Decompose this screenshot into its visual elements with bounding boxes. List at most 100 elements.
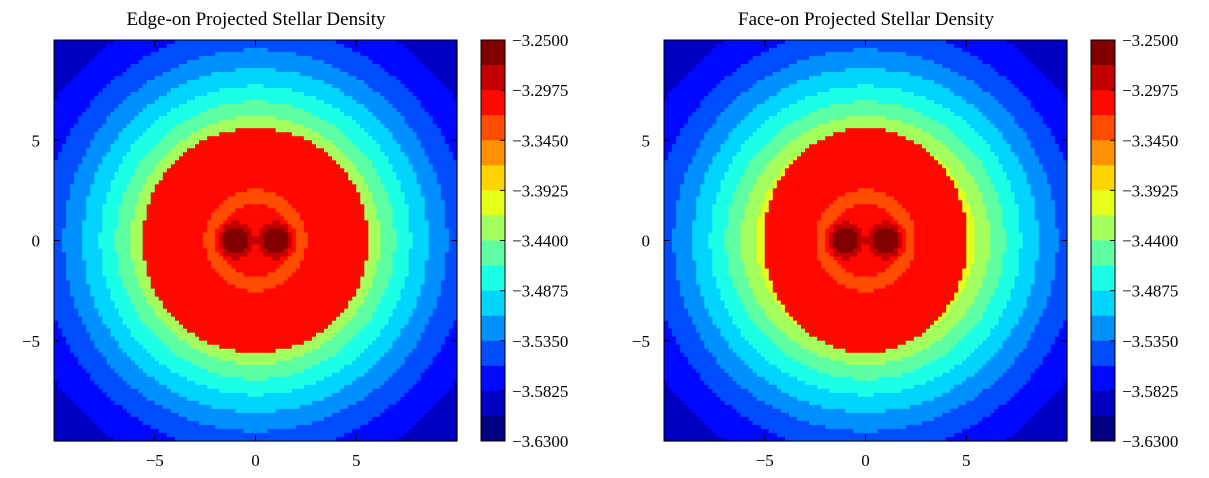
heatmap-cell [271, 64, 277, 69]
heatmap-cell [400, 232, 406, 238]
heatmap-cell [243, 116, 249, 121]
heatmap-cell [142, 132, 148, 137]
heatmap-cell [102, 152, 107, 157]
heatmap-cell [191, 196, 196, 201]
heatmap-cell [231, 100, 236, 105]
heatmap-cell [368, 88, 373, 93]
heatmap-cell [174, 144, 180, 149]
heatmap-cell [404, 208, 410, 214]
heatmap-cell [199, 140, 204, 145]
heatmap-cell [319, 108, 325, 113]
heatmap-cell [98, 148, 103, 153]
heatmap-cell [82, 120, 87, 125]
heatmap-cell [452, 212, 458, 218]
heatmap-cell [336, 96, 341, 101]
heatmap-cell [348, 220, 353, 226]
heatmap-cell [78, 184, 83, 189]
heatmap-cell [243, 68, 249, 73]
heatmap-cell [444, 84, 450, 89]
heatmap-cell [360, 192, 365, 197]
heatmap-cell [356, 72, 361, 77]
heatmap-cell [408, 184, 414, 189]
heatmap-cell [211, 144, 216, 149]
heatmap-cell [388, 48, 394, 53]
heatmap-cell [150, 68, 156, 73]
heatmap-cell [348, 96, 353, 101]
heatmap-cell [279, 228, 285, 234]
heatmap-cell [352, 88, 357, 93]
heatmap-cell [74, 176, 79, 181]
heatmap-cell [259, 68, 265, 73]
heatmap-cell [364, 132, 369, 137]
heatmap-cell [219, 104, 224, 109]
heatmap-cell [440, 108, 446, 113]
heatmap-cell [178, 104, 184, 109]
heatmap-cell [344, 112, 349, 117]
heatmap-cell [432, 224, 438, 230]
heatmap-cell [195, 192, 200, 197]
heatmap-cell [440, 44, 446, 49]
heatmap-cell [376, 128, 382, 133]
heatmap-cell [412, 100, 418, 105]
heatmap-cell [98, 72, 103, 77]
heatmap-cell [82, 196, 87, 201]
heatmap-cell [364, 192, 369, 197]
heatmap-cell [344, 92, 349, 97]
heatmap-cell [271, 96, 277, 101]
heatmap-cell [142, 220, 148, 226]
heatmap-cell [408, 112, 414, 117]
heatmap-cell [255, 116, 261, 121]
heatmap-cell [448, 72, 454, 77]
heatmap-cell [400, 92, 406, 97]
heatmap-cell [102, 80, 107, 85]
heatmap-cell [90, 64, 95, 69]
heatmap-cell [324, 96, 329, 101]
heatmap-cell [223, 92, 228, 97]
heatmap-cell [368, 124, 373, 129]
heatmap-cell [400, 120, 406, 125]
heatmap-cell [58, 112, 63, 117]
heatmap-cell [54, 204, 59, 210]
heatmap-cell [392, 188, 398, 193]
heatmap-cell [118, 172, 124, 177]
heatmap-cell [336, 48, 341, 53]
heatmap-cell [243, 228, 249, 234]
heatmap-cell [82, 172, 87, 177]
heatmap-cell [303, 64, 309, 69]
heatmap-cell [263, 108, 269, 113]
heatmap-cell [404, 136, 410, 141]
heatmap-cell [352, 100, 357, 105]
heatmap-cell [223, 108, 228, 113]
heatmap-cell [207, 168, 212, 173]
heatmap-cell [416, 84, 422, 89]
heatmap-cell [440, 188, 446, 193]
heatmap-cell [283, 160, 289, 165]
heatmap-cell [90, 84, 95, 89]
heatmap-cell [255, 196, 261, 201]
heatmap-cell [74, 196, 79, 201]
heatmap-cell [86, 128, 91, 133]
heatmap-cell [408, 124, 414, 129]
heatmap-cell [271, 228, 277, 234]
heatmap-cell [70, 148, 75, 153]
heatmap-cell [279, 128, 285, 133]
heatmap-cell [388, 100, 394, 105]
heatmap-cell [332, 108, 337, 113]
heatmap-cell [78, 188, 83, 193]
heatmap-cell [360, 108, 365, 113]
heatmap-cell [444, 180, 450, 185]
heatmap-cell [78, 88, 83, 93]
heatmap-cell [154, 84, 160, 89]
heatmap-cell [420, 116, 426, 121]
heatmap-cell [186, 68, 192, 73]
heatmap-cell [166, 80, 172, 85]
heatmap-cell [279, 144, 285, 149]
heatmap-cell [444, 68, 450, 73]
heatmap-cell [154, 220, 160, 226]
heatmap-cell [94, 104, 99, 109]
heatmap-cell [191, 152, 196, 157]
heatmap-cell [243, 136, 249, 141]
heatmap-cell [195, 72, 200, 77]
heatmap-cell [420, 72, 426, 77]
heatmap-cell [86, 188, 91, 193]
